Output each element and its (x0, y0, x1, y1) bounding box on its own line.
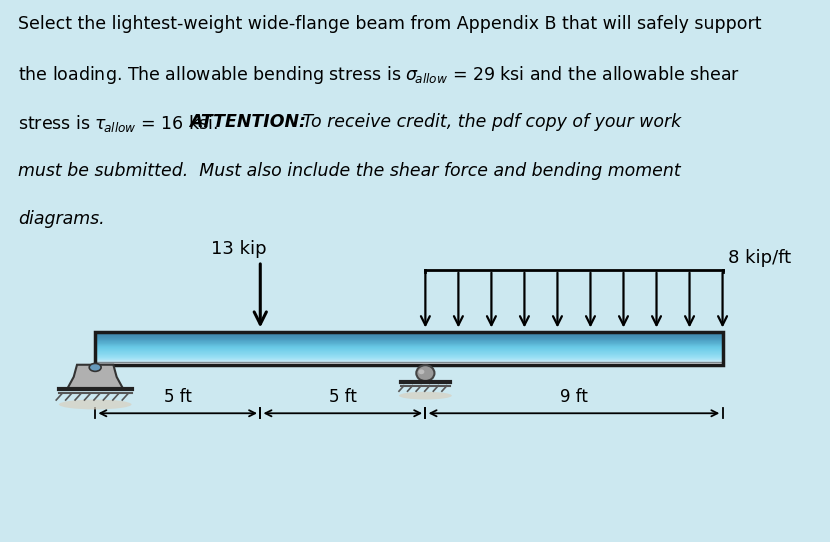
Bar (95, 348, 723, 349)
Text: ATTENTION:: ATTENTION: (189, 113, 306, 131)
Bar (95, 364, 723, 365)
Bar (95, 341, 723, 342)
Ellipse shape (418, 370, 424, 374)
Bar (95, 339, 723, 340)
Bar (95, 350, 723, 351)
Bar (95, 338, 723, 339)
Text: 13 kip: 13 kip (211, 240, 266, 258)
Circle shape (90, 364, 101, 371)
Text: Select the lightest-weight wide-flange beam from Appendix B that will safely sup: Select the lightest-weight wide-flange b… (18, 15, 762, 33)
Bar (95, 346, 723, 347)
Bar (95, 362, 723, 363)
Bar (95, 359, 723, 360)
Text: diagrams.: diagrams. (18, 210, 105, 228)
Polygon shape (67, 365, 123, 389)
Bar (95, 363, 723, 364)
Bar (95, 354, 723, 355)
Bar (95, 340, 723, 341)
Text: the loading. The allowable bending stress is $\sigma_{\!allow}$ = 29 ksi and the: the loading. The allowable bending stres… (18, 64, 740, 86)
Text: stress is $\tau_{\!allow}$ = 16 ksi.: stress is $\tau_{\!allow}$ = 16 ksi. (18, 113, 226, 134)
Text: 5 ft: 5 ft (164, 388, 192, 405)
Ellipse shape (59, 399, 131, 409)
Bar (95, 355, 723, 356)
Bar (95, 353, 723, 354)
Bar (95, 342, 723, 343)
Bar (95, 332, 723, 333)
Bar (95, 351, 723, 352)
Bar (95, 335, 723, 336)
Bar (95, 352, 723, 353)
Ellipse shape (399, 392, 452, 399)
Bar (95, 358, 723, 359)
Bar (95, 343, 723, 344)
Bar (95, 334, 723, 335)
Bar (95, 345, 723, 346)
Text: 9 ft: 9 ft (560, 388, 588, 405)
Bar (95, 337, 723, 338)
Text: 5 ft: 5 ft (329, 388, 357, 405)
Bar (95, 360, 723, 361)
Bar (95, 333, 723, 334)
Text: 8 kip/ft: 8 kip/ft (728, 249, 791, 267)
Bar (95, 361, 723, 362)
Bar (95, 347, 723, 348)
Bar (95, 357, 723, 358)
Ellipse shape (417, 365, 434, 381)
Text: must be submitted.  Must also include the shear force and bending moment: must be submitted. Must also include the… (18, 162, 681, 179)
Bar (95, 336, 723, 337)
Bar (95, 344, 723, 345)
Text: To receive credit, the pdf copy of your work: To receive credit, the pdf copy of your … (297, 113, 681, 131)
Bar (95, 349, 723, 350)
Bar (95, 356, 723, 357)
Bar (95, 332, 723, 365)
